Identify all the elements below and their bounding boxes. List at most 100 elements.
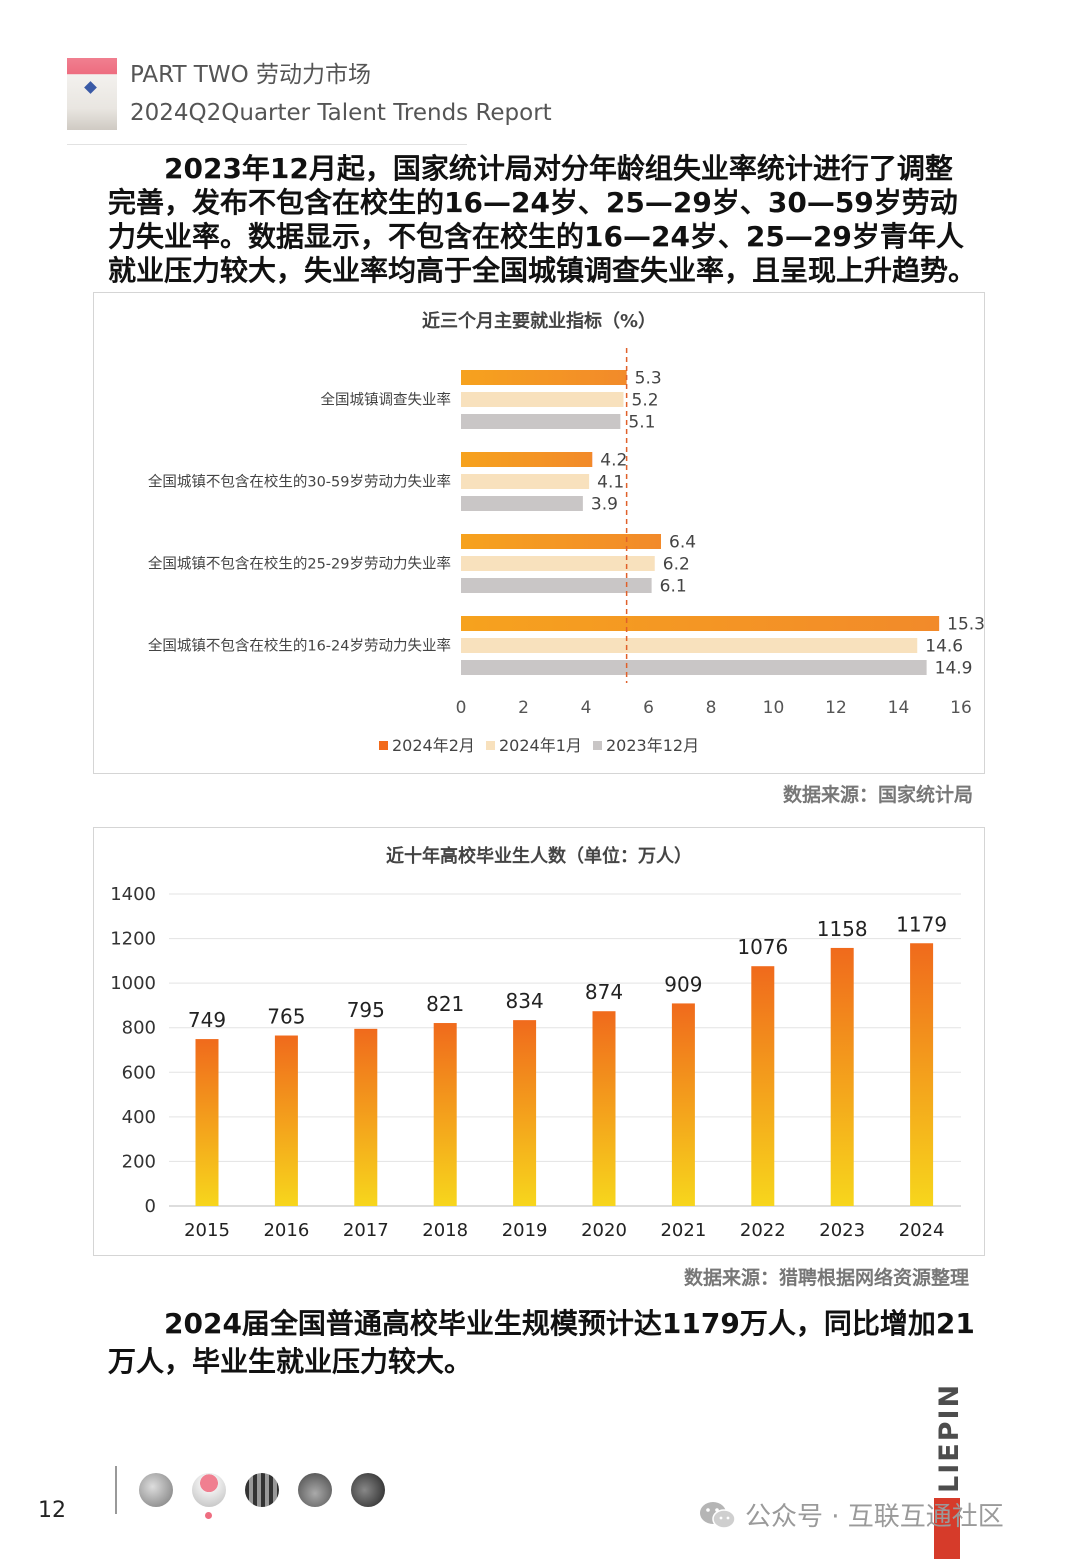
x-tick-label: 2019: [502, 1220, 548, 1241]
x-tick-label: 2015: [184, 1220, 230, 1241]
x-tick-label: 2017: [343, 1220, 389, 1241]
bar-1: [461, 556, 655, 571]
brand-red-bar: [934, 1498, 960, 1559]
header-section-title: PART TWO 劳动力市场: [130, 62, 372, 88]
bar-value-label: 749: [188, 1008, 226, 1032]
legend-label: 2024年2月: [392, 736, 475, 755]
bar-2: [461, 578, 652, 593]
thumbnail-3[interactable]: [245, 1473, 279, 1507]
bar-value-label: 1158: [817, 917, 868, 941]
x-tick-label: 10: [763, 698, 785, 718]
bar: [830, 947, 854, 1206]
y-tick-label: 400: [122, 1107, 156, 1128]
x-tick-label: 2020: [581, 1220, 627, 1241]
bar-value-label: 821: [426, 992, 464, 1016]
bar-value-label: 4.2: [600, 451, 627, 471]
bar-value-label: 834: [506, 989, 544, 1013]
bar-value-label: 6.2: [663, 555, 690, 575]
bar-0: [461, 534, 661, 549]
watermark-text: 公众号 · 互联互通社区: [745, 1502, 1004, 1532]
bar: [195, 1039, 219, 1206]
y-tick-label: 1200: [110, 929, 156, 950]
bar: [433, 1023, 457, 1206]
legend-swatch: [379, 741, 388, 750]
bar: [274, 1035, 298, 1206]
bar-value-label: 795: [347, 998, 385, 1022]
x-tick-label: 2018: [422, 1220, 468, 1241]
thumbnail-5[interactable]: [351, 1473, 385, 1507]
y-tick-label: 1400: [110, 884, 156, 905]
bar: [592, 1011, 616, 1206]
bar-value-label: 6.1: [660, 577, 687, 597]
bar: [671, 1003, 695, 1206]
bar-value-label: 765: [267, 1005, 305, 1029]
x-tick-label: 4: [581, 698, 592, 718]
x-tick-label: 8: [706, 698, 717, 718]
bar-1: [461, 638, 918, 653]
thumbnail-4[interactable]: [298, 1473, 332, 1507]
y-tick-label: 200: [122, 1151, 156, 1172]
header-report-title: 2024Q2Quarter Talent Trends Report: [130, 100, 552, 126]
bar-value-label: 1076: [737, 935, 788, 959]
bar-value-label: 5.1: [628, 413, 655, 433]
bar-1: [461, 392, 624, 407]
x-tick-label: 14: [888, 698, 910, 718]
category-label: 全国城镇不包含在校生的30-59岁劳动力失业率: [148, 473, 451, 491]
x-tick-label: 2: [518, 698, 529, 718]
x-tick-label: 16: [950, 698, 972, 718]
bar: [910, 943, 934, 1206]
chart1-source: 数据来源：国家统计局: [782, 784, 973, 806]
header-photo: [67, 58, 117, 130]
thumbnail-1[interactable]: [139, 1473, 173, 1507]
legend-swatch: [486, 741, 495, 750]
bar-value-label: 5.2: [632, 391, 659, 411]
brand-logo-text: LIEPIN: [934, 1382, 965, 1494]
x-tick-label: 2016: [263, 1220, 309, 1241]
bar-value-label: 1179: [896, 912, 947, 936]
chart2-source: 数据来源：猎聘根据网络资源整理: [683, 1267, 969, 1289]
bar-value-label: 15.3: [947, 615, 984, 635]
x-tick-label: 12: [825, 698, 847, 718]
bar-0: [461, 452, 593, 467]
category-label: 全国城镇调查失业率: [321, 391, 452, 409]
intro-paragraph: 2023年12月起，国家统计局对分年龄组失业率统计进行了调整完善，发布不包含在校…: [108, 152, 977, 287]
bar-2: [461, 496, 583, 511]
thumbnail-2-active[interactable]: [192, 1473, 226, 1507]
legend-label: 2024年1月: [499, 736, 582, 755]
chart1-title: 近三个月主要就业指标（%）: [421, 311, 657, 332]
y-tick-label: 1000: [110, 973, 156, 994]
x-tick-label: 6: [643, 698, 654, 718]
chart1-svg: 全国城镇调查失业率 5.35.25.1 全国城镇不包含在校生的30-59岁劳动力失业…: [148, 348, 984, 755]
graduates-chart: 近十年高校毕业生人数（单位：万人） 0 200 400 600 800 1000 1200 1…: [93, 827, 985, 1256]
bar-0: [461, 370, 627, 385]
category-label: 全国城镇不包含在校生的25-29岁劳动力失业率: [148, 555, 451, 573]
bar-value-label: 874: [585, 980, 623, 1004]
bar-2: [461, 660, 927, 675]
bar: [751, 966, 775, 1206]
x-tick-label: 0: [456, 698, 467, 718]
x-tick-label: 2023: [819, 1220, 865, 1241]
bar-0: [461, 616, 940, 631]
bar: [354, 1028, 378, 1206]
footer-divider: [115, 1466, 117, 1514]
header-divider: [67, 144, 467, 145]
x-tick-label: 2024: [899, 1220, 945, 1241]
bar-value-label: 4.1: [597, 473, 624, 493]
legend-swatch: [593, 741, 602, 750]
page-number: 12: [38, 1498, 66, 1523]
chart2-svg: 0 200 400 600 800 1000 1200 1400 749 2015 765 2016 7…: [110, 884, 961, 1241]
bar-value-label: 14.6: [925, 637, 963, 657]
bar-value-label: 5.3: [635, 369, 662, 389]
bar-value-label: 6.4: [669, 533, 696, 553]
y-tick-label: 600: [122, 1062, 156, 1083]
tie-graphic: [84, 81, 97, 94]
bar-value-label: 3.9: [591, 495, 618, 515]
chart2-title: 近十年高校毕业生人数（单位：万人）: [386, 846, 692, 867]
conclusion-paragraph: 2024届全国普通高校毕业生规模预计达1179万人，同比增加21万人，毕业生就业…: [108, 1307, 975, 1378]
y-tick-label: 800: [122, 1018, 156, 1039]
wechat-icon: [700, 1502, 736, 1529]
x-tick-label: 2021: [660, 1220, 706, 1241]
x-tick-label: 2022: [740, 1220, 786, 1241]
bar-value-label: 909: [664, 972, 702, 996]
employment-indicators-chart: 近三个月主要就业指标（%） 全国城镇调查失业率 5.3 5.2 5.1 全国城镇不包含在…: [93, 292, 985, 774]
